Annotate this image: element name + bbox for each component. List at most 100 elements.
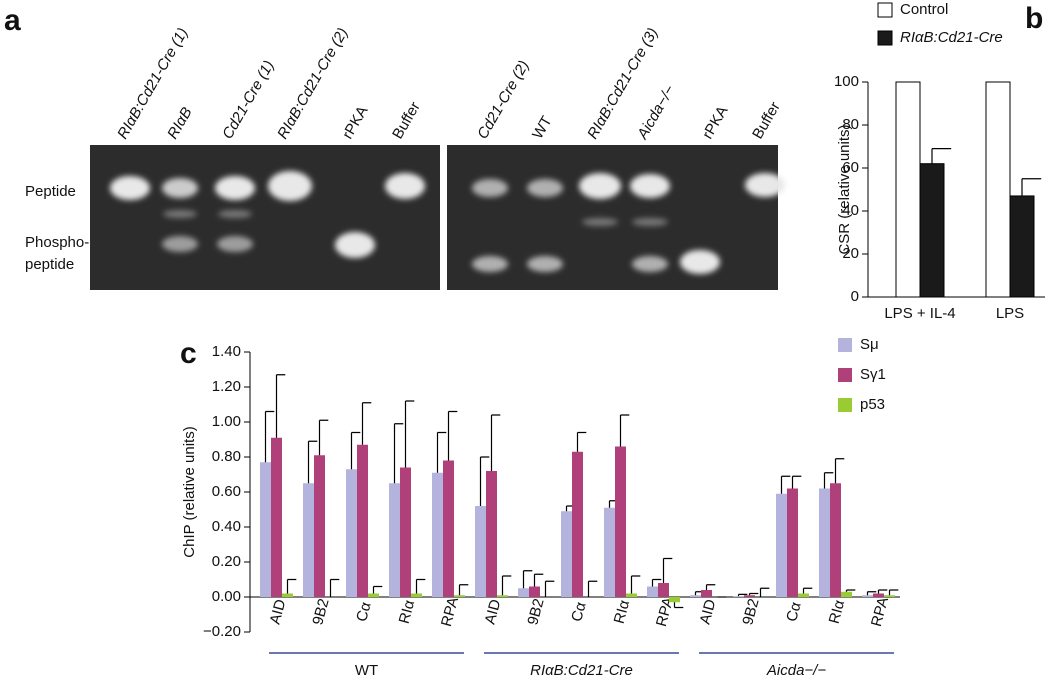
bar — [841, 591, 852, 597]
group-label: Aicda−/− — [766, 662, 826, 679]
x-tick-label: LPS — [996, 305, 1024, 322]
y-tick-label: −0.20 — [203, 623, 241, 640]
legend-label: Sγ1 — [860, 366, 886, 383]
bar — [368, 593, 379, 597]
panel-label: c — [180, 337, 197, 370]
x-tick-label: LPS + IL-4 — [884, 305, 955, 322]
error-bar — [587, 580, 598, 597]
bar — [647, 586, 658, 597]
bar — [615, 446, 626, 597]
error-bar — [372, 585, 383, 594]
y-tick-label: 0.20 — [212, 553, 241, 570]
bar — [798, 593, 809, 597]
bar — [282, 593, 293, 597]
lane-label: Cd21-Cre (2) — [474, 58, 532, 142]
error-bar — [275, 374, 286, 438]
bar — [475, 506, 486, 597]
x-tick-label: RPA — [868, 595, 892, 628]
bar — [303, 483, 314, 597]
bar — [572, 451, 583, 597]
lane-label: Cd21-Cre (1) — [219, 58, 277, 142]
error-bar — [307, 440, 318, 484]
x-tick-label: 9B2 — [309, 597, 332, 627]
bar — [454, 595, 465, 597]
y-axis-label: ChIP (relative units) — [181, 426, 198, 557]
error-bar — [748, 592, 759, 596]
y-tick-label: 100 — [834, 73, 859, 90]
bar — [432, 472, 443, 597]
lane-label: Buffer — [749, 99, 784, 142]
legend-label: Control — [900, 1, 948, 18]
error-bar — [264, 410, 275, 463]
legend-swatch — [877, 2, 893, 18]
lane-label: rPKA — [699, 103, 731, 142]
group-label: WT — [355, 662, 378, 679]
y-tick-label: 0.60 — [212, 483, 241, 500]
legend-swatch — [838, 398, 852, 412]
bar — [701, 590, 712, 597]
row-label: Phospho- — [25, 234, 89, 251]
bar — [830, 483, 841, 597]
error-bar — [619, 414, 630, 447]
bar — [1009, 195, 1035, 298]
error-bar — [759, 587, 770, 597]
error-bar — [791, 475, 802, 489]
error-bar — [834, 458, 845, 484]
y-tick-label: 60 — [842, 159, 859, 176]
y-tick-label: 1.20 — [212, 378, 241, 395]
bar — [787, 488, 798, 597]
x-tick-label: 9B2 — [524, 597, 547, 627]
error-bar — [436, 431, 447, 473]
lane-label: Buffer — [389, 99, 424, 142]
x-tick-label: 9B2 — [739, 597, 762, 627]
error-bar — [845, 589, 856, 592]
panel-label: a — [4, 4, 21, 37]
error-bar — [361, 402, 372, 445]
lane-label: RIαB:Cd21-Cre (2) — [274, 25, 351, 142]
error-bar — [651, 578, 662, 587]
lane-label: rPKA — [339, 103, 371, 142]
error-bar — [458, 584, 469, 596]
error-bar — [737, 593, 748, 597]
y-axis-label: CSR (relative units) — [836, 124, 853, 254]
error-bar — [630, 575, 641, 594]
error-bar — [318, 419, 329, 456]
error-bar — [501, 575, 512, 596]
bar — [357, 444, 368, 597]
y-tick-label: 0.00 — [212, 588, 241, 605]
bar — [389, 483, 400, 597]
bar — [260, 462, 271, 597]
bar — [919, 163, 945, 298]
y-tick-label: 1.00 — [212, 413, 241, 430]
x-tick-label: AID — [267, 597, 290, 626]
error-bar — [1021, 178, 1042, 196]
panel-label: b — [1025, 2, 1043, 35]
error-bar — [393, 423, 404, 484]
lane-label: Aicda−/− — [634, 82, 679, 143]
x-tick-label: Cα — [783, 600, 805, 624]
bar — [400, 467, 411, 597]
bar — [314, 455, 325, 597]
error-bar — [576, 431, 587, 452]
error-bar — [329, 578, 340, 597]
legend-swatch — [838, 338, 852, 352]
y-tick-label: 0.80 — [212, 448, 241, 465]
bar — [486, 471, 497, 597]
error-bar — [350, 431, 361, 470]
error-bar — [888, 589, 899, 596]
row-label: peptide — [25, 256, 74, 273]
error-bar — [490, 414, 501, 471]
error-bar — [866, 591, 877, 596]
error-bar — [415, 578, 426, 594]
x-tick-label: Cα — [568, 600, 590, 624]
legend-label: RIαB:Cd21-Cre — [900, 29, 1003, 46]
bar — [561, 511, 572, 597]
x-tick-label: RIα — [611, 598, 634, 626]
x-tick-label: RIα — [826, 598, 849, 626]
x-tick-label: RPA — [438, 595, 462, 628]
error-bar — [479, 456, 490, 506]
error-bar — [544, 580, 555, 597]
y-tick-label: 0 — [851, 288, 859, 305]
bar — [873, 593, 884, 597]
